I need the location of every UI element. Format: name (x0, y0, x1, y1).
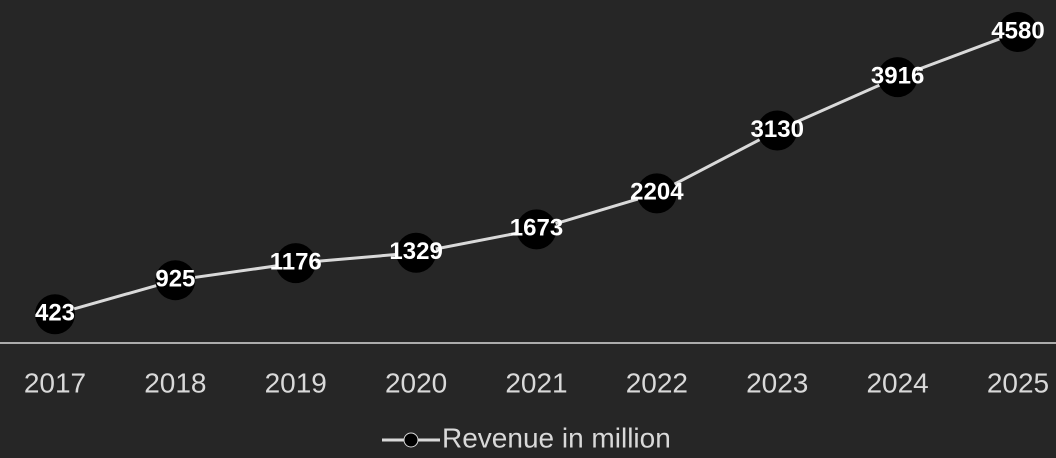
data-label: 1673 (510, 215, 563, 242)
data-point (516, 209, 557, 250)
x-tick-label: 2018 (144, 367, 206, 398)
x-tick-label: 2025 (987, 367, 1049, 398)
data-label: 925 (155, 266, 195, 293)
data-label: 3130 (751, 116, 804, 143)
data-point (757, 110, 798, 151)
legend-marker (403, 432, 419, 448)
x-tick-label: 2023 (746, 367, 808, 398)
data-label: 1329 (389, 238, 442, 265)
data-point (35, 294, 75, 335)
data-label: 423 (35, 300, 75, 327)
x-tick-label: 2019 (265, 367, 327, 398)
data-label: 4580 (991, 17, 1044, 44)
data-point (275, 243, 316, 284)
data-point (155, 260, 196, 301)
data-label: 1176 (270, 248, 322, 275)
data-point (877, 57, 918, 98)
data-point (998, 12, 1038, 52)
legend-label: Revenue in million (442, 422, 671, 453)
data-label: 2204 (630, 179, 684, 206)
data-label: 3916 (871, 62, 924, 89)
data-point (636, 173, 677, 214)
x-tick-label: 2022 (626, 367, 688, 398)
x-tick-label: 2021 (505, 367, 567, 398)
x-tick-label: 2024 (866, 367, 928, 398)
x-tick-label: 2020 (385, 367, 447, 398)
x-tick-label: 2017 (24, 367, 86, 398)
data-point (396, 232, 437, 273)
